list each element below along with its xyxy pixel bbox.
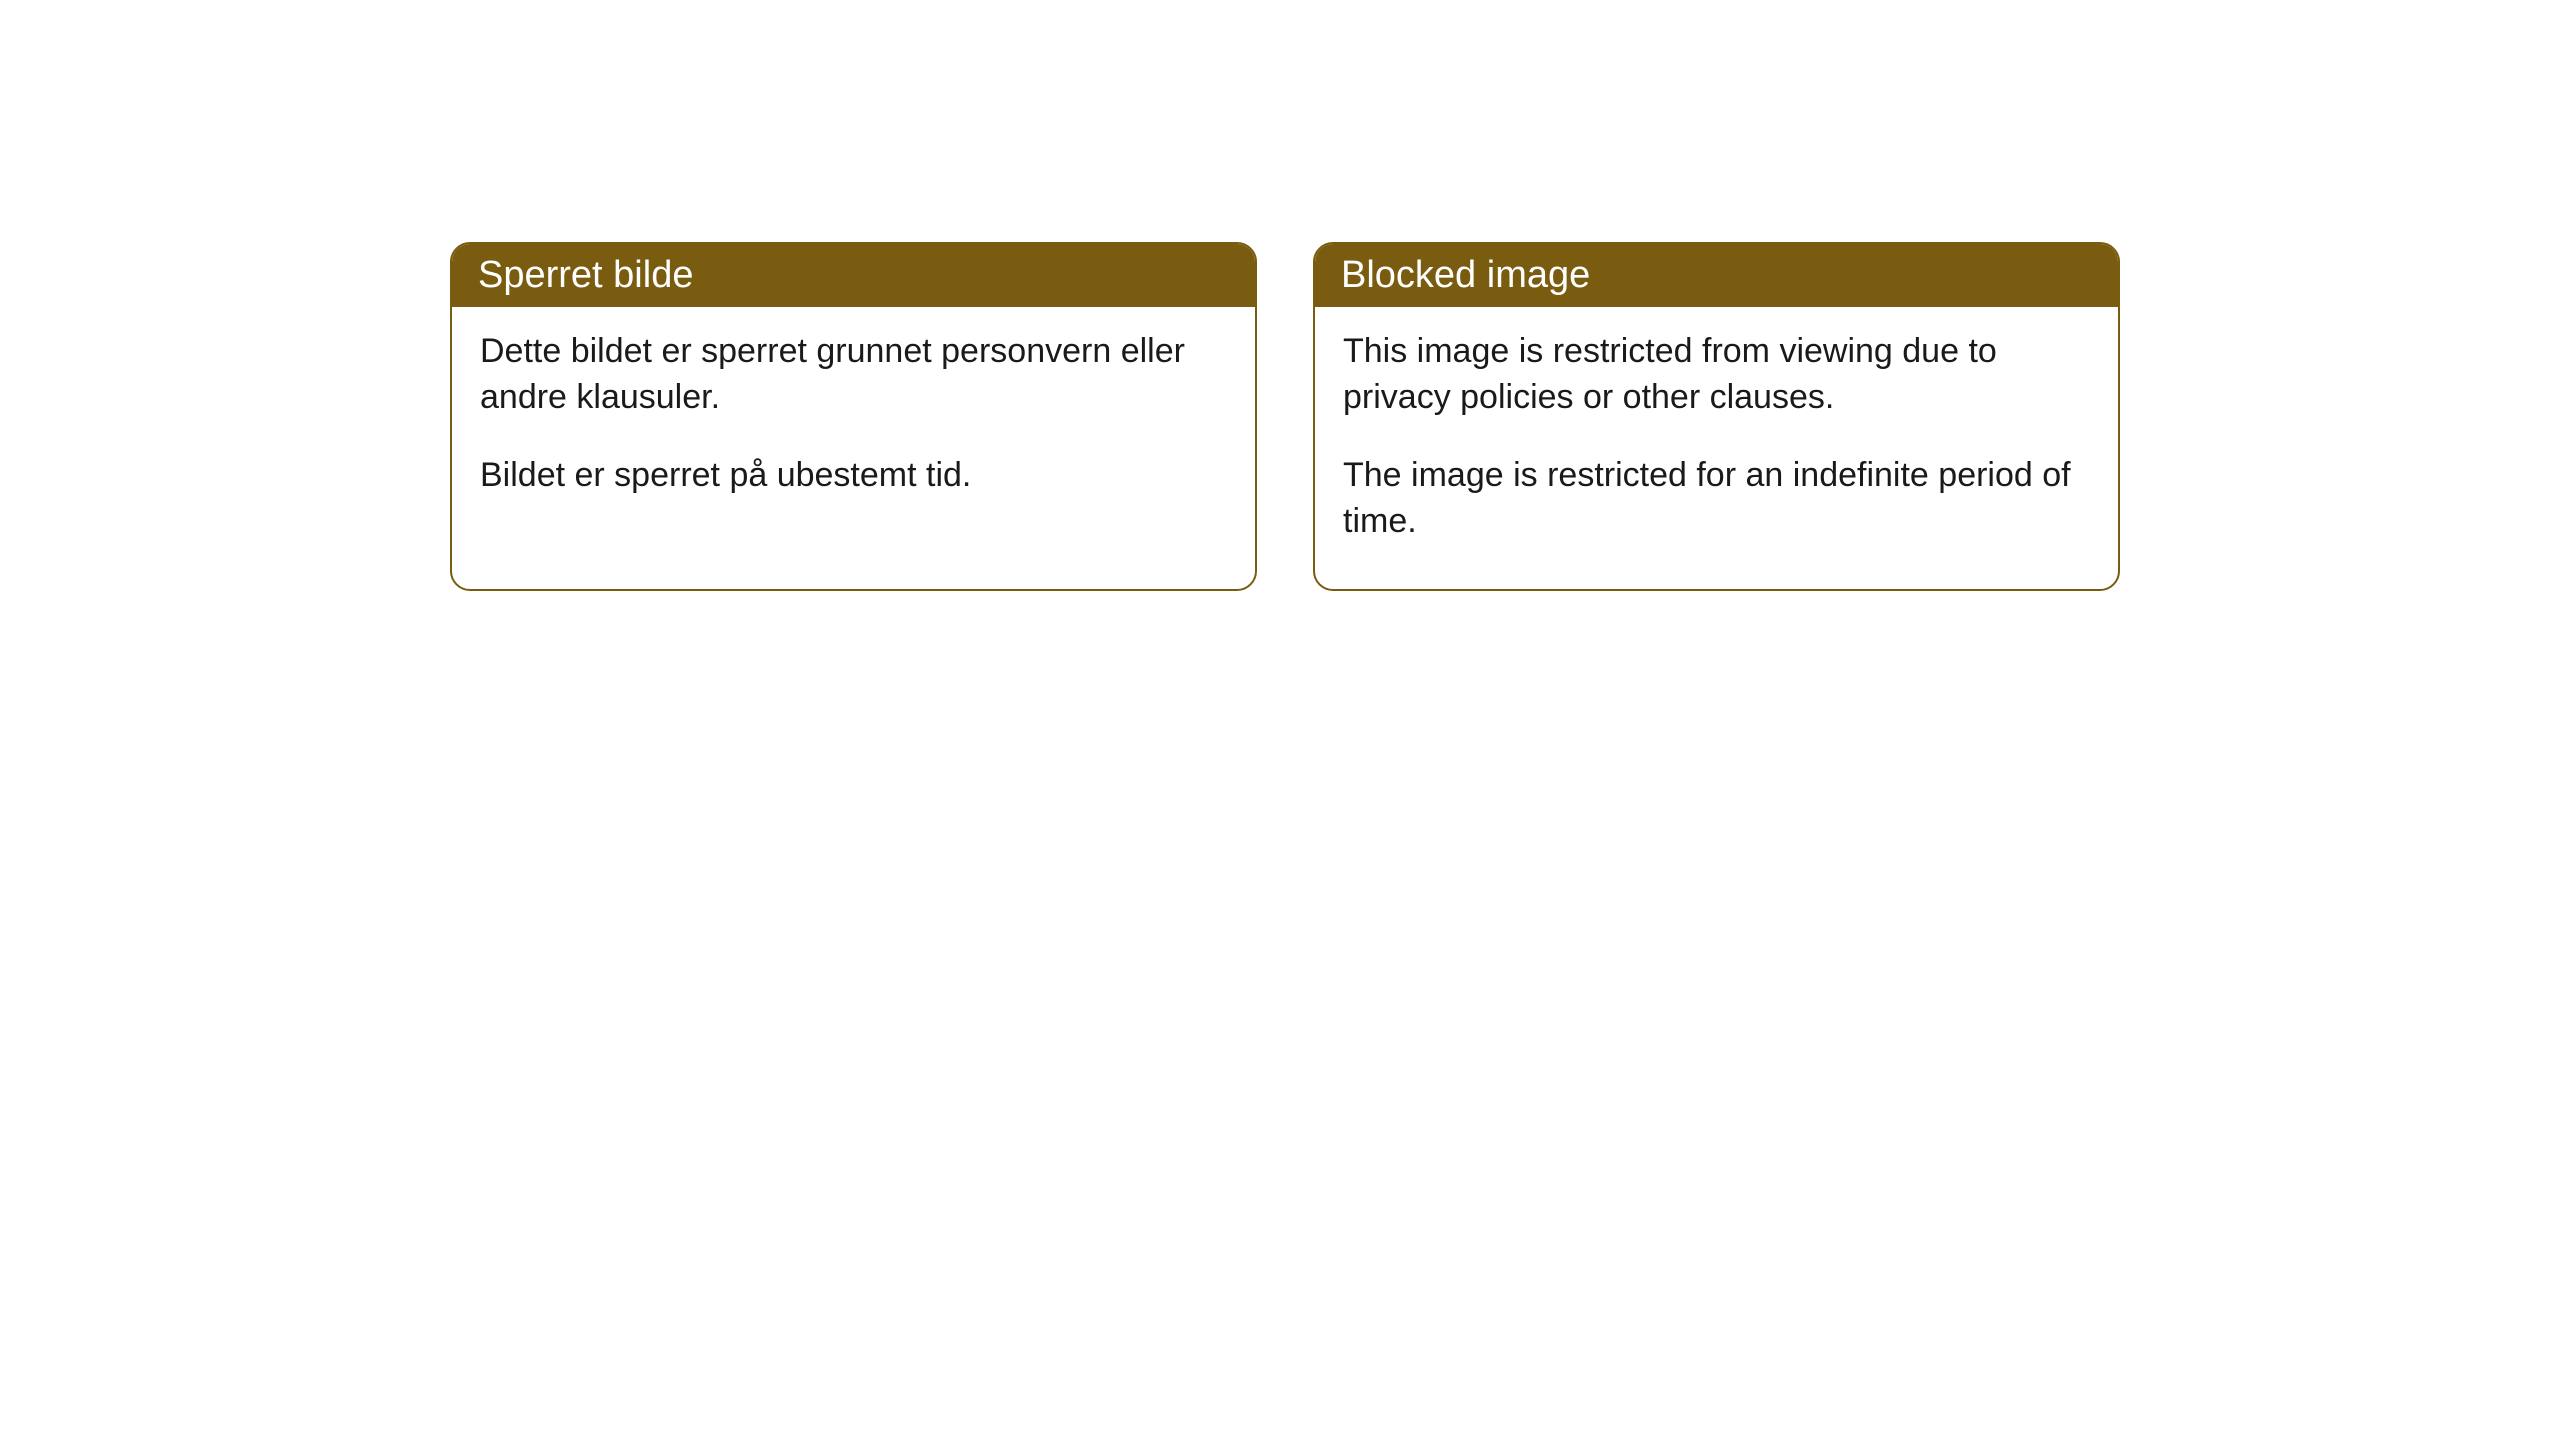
card-paragraph-2: Bildet er sperret på ubestemt tid. [480, 453, 1227, 499]
card-header: Sperret bilde [452, 244, 1255, 307]
card-header: Blocked image [1315, 244, 2118, 307]
card-paragraph-2: The image is restricted for an indefinit… [1343, 453, 2090, 545]
card-title: Sperret bilde [478, 254, 693, 296]
card-paragraph-1: This image is restricted from viewing du… [1343, 329, 2090, 421]
card-body: Dette bildet er sperret grunnet personve… [452, 307, 1255, 543]
card-body: This image is restricted from viewing du… [1315, 307, 2118, 589]
notice-cards-container: Sperret bilde Dette bildet er sperret gr… [450, 242, 2560, 591]
notice-card-norwegian: Sperret bilde Dette bildet er sperret gr… [450, 242, 1257, 591]
notice-card-english: Blocked image This image is restricted f… [1313, 242, 2120, 591]
card-paragraph-1: Dette bildet er sperret grunnet personve… [480, 329, 1227, 421]
card-title: Blocked image [1341, 254, 1590, 296]
